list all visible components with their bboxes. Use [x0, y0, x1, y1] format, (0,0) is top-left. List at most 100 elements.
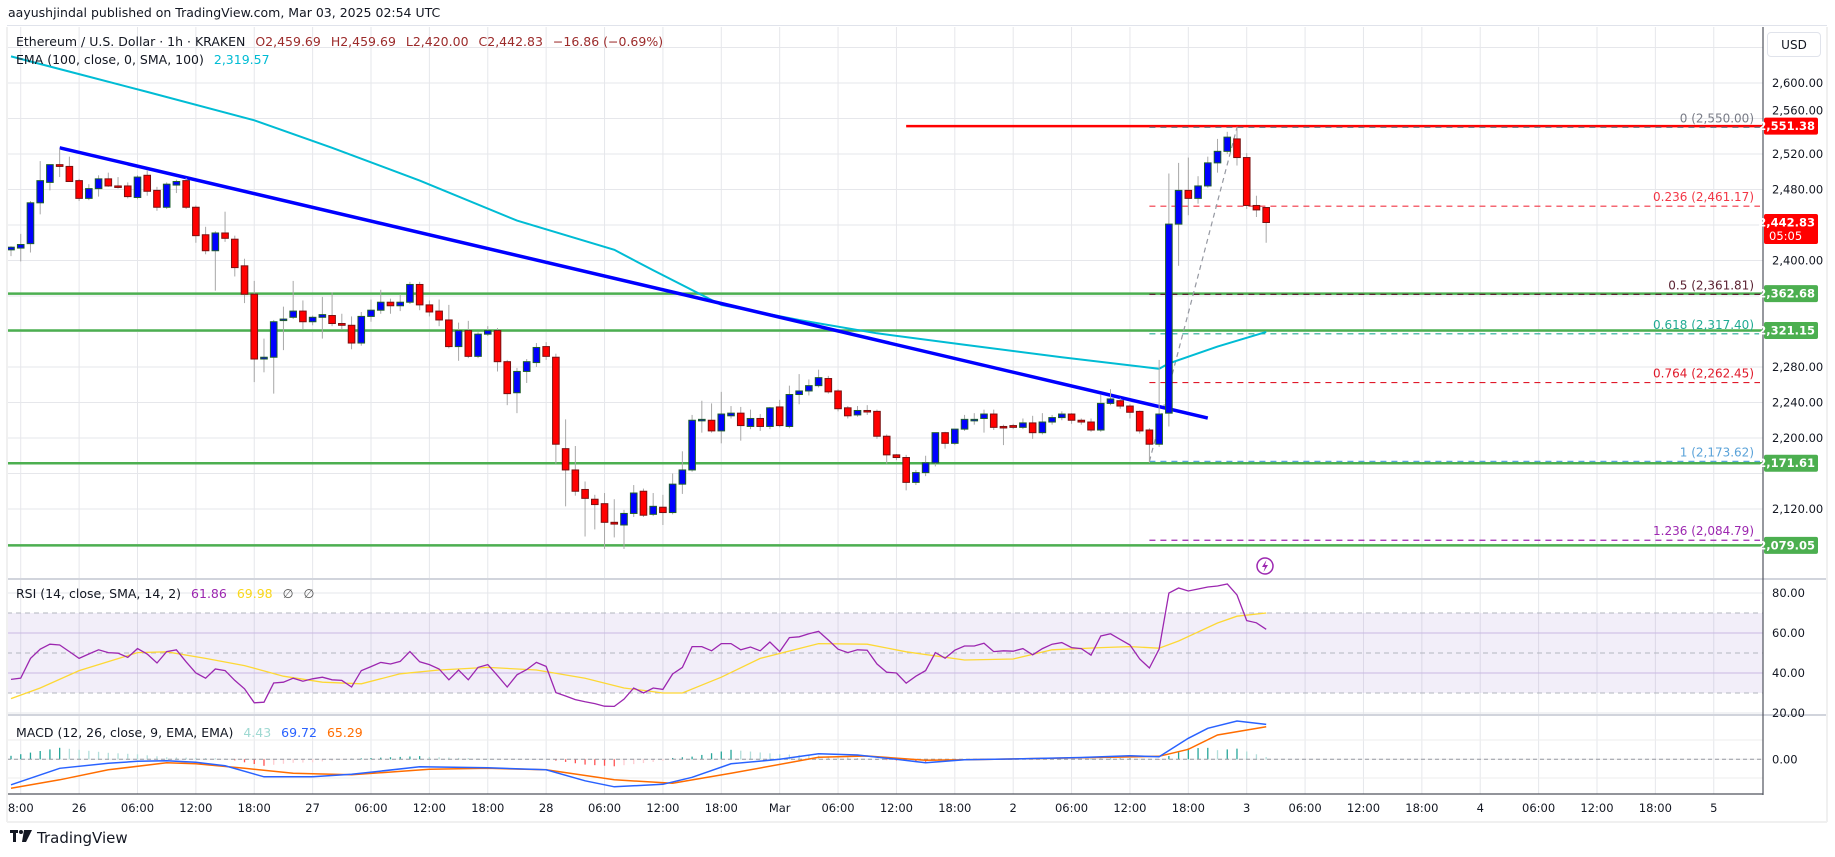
candle-up [921, 462, 930, 474]
time-tick-label: 06:00 [1289, 801, 1322, 815]
time-tick-label: 18:00 [471, 801, 504, 815]
fib-level-label: 0.236 (2,461.17) [1653, 190, 1754, 204]
candle-down [114, 185, 122, 188]
price-tag [1764, 321, 1818, 339]
candle-down [591, 498, 599, 506]
price-tag [1764, 536, 1818, 554]
logo-text: TradingView [37, 829, 128, 847]
macd-legend[interactable]: MACD (12, 26, close, 9, EMA, EMA) 4.43 6… [16, 725, 369, 740]
candle-down [561, 448, 570, 471]
price-tag [1764, 285, 1818, 303]
candle-up [1165, 223, 1173, 414]
time-tick-label: 18:00 [705, 801, 738, 815]
candle-down [123, 185, 132, 198]
candle-down [824, 378, 833, 393]
candle-down [863, 409, 872, 413]
candle-down [834, 390, 842, 410]
candle-down [493, 330, 502, 363]
price-tag-label: 2,362.68 [1758, 287, 1815, 301]
candle-down [104, 178, 113, 187]
time-tick-label: 18:00 [238, 801, 271, 815]
candle-down [328, 315, 336, 325]
fib-level-label: 0.618 (2,317.40) [1653, 318, 1754, 332]
fib-trend-line [1148, 127, 1238, 462]
price-tag [1764, 454, 1818, 472]
candle-up [279, 318, 288, 322]
candle-down [571, 469, 580, 492]
candle-down [75, 180, 83, 199]
candle-down [435, 310, 443, 321]
descending-trendline[interactable] [59, 146, 1209, 420]
candle-down [1184, 189, 1193, 199]
symbol-legend[interactable]: Ethereum / U.S. Dollar · 1h · KRAKEN O2,… [16, 34, 669, 49]
candle-down [153, 189, 161, 208]
candle-down [464, 330, 473, 357]
candle-up [26, 202, 35, 245]
candle-up [454, 330, 463, 348]
candle-up [649, 505, 657, 515]
candle-down [1233, 138, 1241, 159]
rsi-tick-label: 40.00 [1772, 666, 1805, 680]
candle-up [931, 432, 940, 464]
horizontal-levels [7, 124, 1763, 547]
lightning-icon[interactable] [1256, 557, 1274, 575]
fib-level-label: 1.236 (2,084.79) [1653, 524, 1754, 538]
candle-up [376, 301, 385, 311]
candle-up [951, 428, 959, 444]
time-tick-label: 12:00 [413, 801, 446, 815]
rsi-extra-2: ∅ [303, 586, 315, 601]
rsi-sma-value: 69.98 [236, 586, 273, 601]
candle-up [406, 283, 414, 303]
tradingview-logo[interactable]: TradingView [10, 829, 128, 847]
currency-button[interactable]: USD [1767, 32, 1821, 57]
candle-up [853, 409, 862, 416]
price-tick-label: 2,280.00 [1772, 360, 1823, 374]
rsi-extra-1: ∅ [282, 586, 294, 601]
candle-up [269, 321, 278, 358]
candle-down [1067, 413, 1076, 421]
candle-down [552, 356, 560, 445]
candle-down [1135, 410, 1144, 432]
time-axis[interactable]: 8:00 26 06:00 12:00 18:00 27 06:00 12:00 18:00 28… [8, 801, 1718, 815]
candle-down [230, 238, 239, 269]
header-divider [7, 25, 1827, 26]
macd-hist-value: 4.43 [243, 725, 272, 740]
ema-label: EMA (100, close, 0, SMA, 100) [16, 52, 204, 67]
candle-down [1077, 419, 1086, 423]
candle-up [678, 469, 687, 485]
price-tag [1764, 213, 1818, 244]
fib-level-label: 0 (2,550.00) [1680, 111, 1754, 125]
macd-value: 69.72 [281, 725, 317, 740]
candle-up [960, 418, 969, 430]
candle-up [260, 356, 268, 360]
candle-up [1096, 402, 1105, 431]
time-tick-label: 18:00 [938, 801, 971, 815]
high-value: H2,459.69 [330, 34, 396, 49]
candle-down [503, 361, 512, 395]
time-tick-label: 12:00 [179, 801, 212, 815]
time-tick-label: 8:00 [8, 801, 34, 815]
ema-legend[interactable]: EMA (100, close, 0, SMA, 100) 2,319.57 [16, 52, 276, 67]
time-tick-label: 3 [1243, 801, 1250, 815]
ema-100-line [10, 55, 1267, 370]
price-tick-label: 2,120.00 [1772, 502, 1823, 516]
candle-down [143, 174, 152, 192]
candle-up [980, 413, 988, 419]
time-tick-label: 12:00 [880, 801, 913, 815]
candle-up [1106, 398, 1115, 404]
candle-down [221, 232, 229, 239]
fibonacci-retracement[interactable]: 0 (2,550.00) 0.236 (2,461.17) 0.5 (2,361.8… [1148, 111, 1760, 541]
trendline[interactable] [59, 146, 1209, 420]
candle-up [814, 377, 823, 387]
time-tick-label: 12:00 [1113, 801, 1146, 815]
candle-down [338, 323, 346, 326]
candle-up [805, 385, 813, 392]
candle-down [639, 490, 648, 516]
time-tick-label: 12:00 [646, 801, 679, 815]
price-axis[interactable]: 2,600.00 2,560.00 2,520.00 2,480.00 2,400.00… [1772, 76, 1823, 766]
candle-down [882, 435, 891, 456]
rsi-legend[interactable]: RSI (14, close, SMA, 14, 2) 61.86 69.98 … [16, 586, 320, 601]
candle-up [308, 316, 317, 323]
candle-up [532, 346, 541, 364]
